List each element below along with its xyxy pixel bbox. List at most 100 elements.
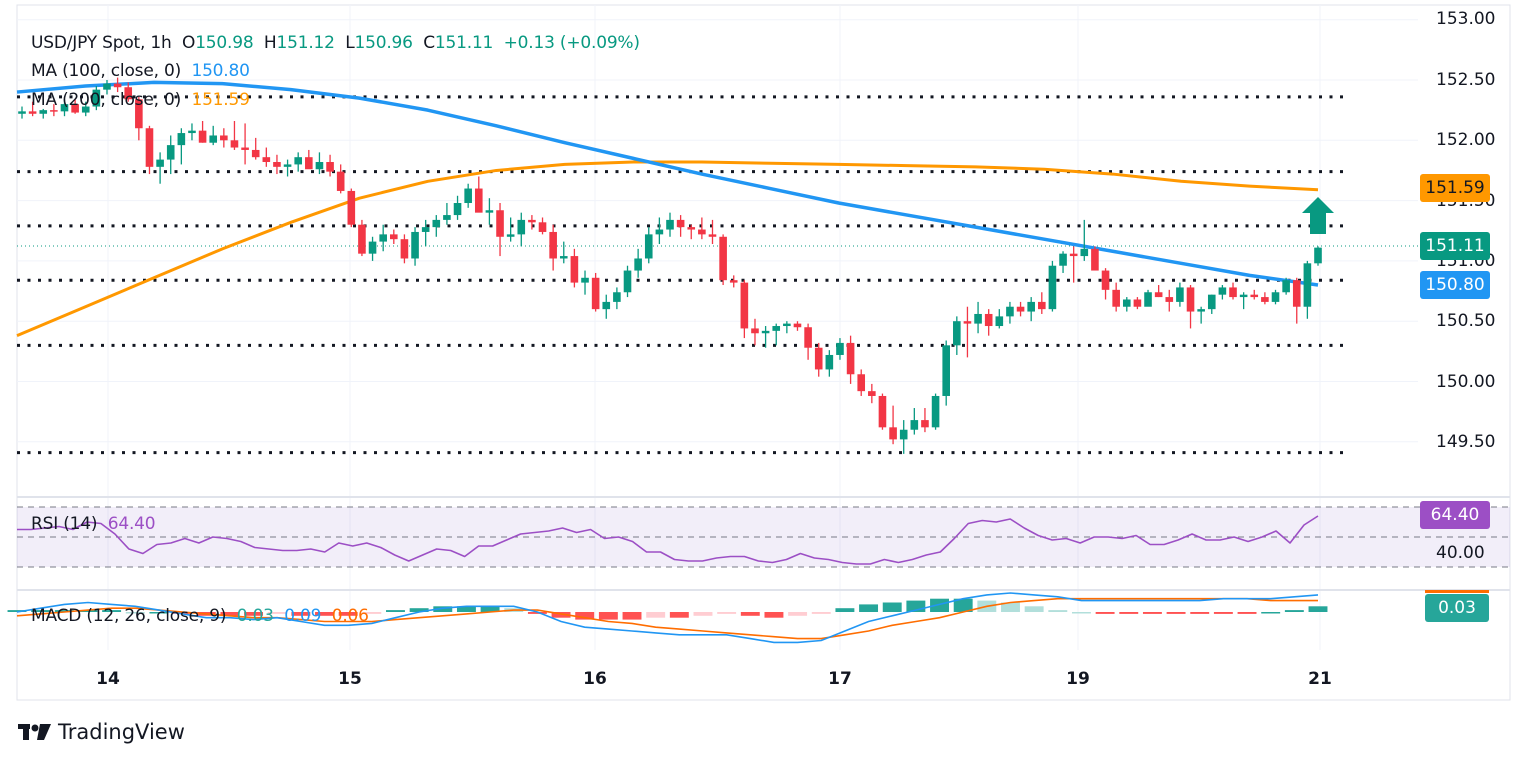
candle-body <box>432 219 441 228</box>
candle-body <box>740 282 749 329</box>
candle-body <box>368 241 377 254</box>
macd-histogram-bar <box>1237 612 1257 614</box>
ma100-line <box>16 80 1319 287</box>
rsi-value: 64.40 <box>107 514 156 534</box>
macd-histogram-bar <box>1213 612 1233 614</box>
candle-body <box>889 427 897 440</box>
candle-body <box>1059 253 1067 266</box>
price-legend: USD/JPY Spot, 1h O150.98 H151.12 L150.96… <box>31 33 640 53</box>
macd-histogram-bar <box>362 612 382 614</box>
macd-histogram-bar <box>693 612 713 616</box>
macd-histogram-bar <box>551 612 571 618</box>
candle-body <box>1292 280 1301 307</box>
candle-body <box>1154 292 1163 298</box>
candle-body <box>18 111 26 114</box>
candle-body <box>857 374 866 392</box>
macd-histogram-bar <box>267 612 287 614</box>
macd-histogram-bar <box>480 606 500 612</box>
macd-histogram-bar <box>315 612 334 616</box>
macd-histogram-bar <box>575 612 595 620</box>
candle-body <box>81 106 90 113</box>
candle-body <box>984 313 993 327</box>
candle-body <box>358 224 366 254</box>
candle-body <box>1261 297 1269 302</box>
tradingview-brand[interactable]: TradingView <box>18 720 185 744</box>
candle-body <box>305 157 313 170</box>
candle-body <box>899 429 908 440</box>
candle-body <box>188 130 196 134</box>
ma200-legend[interactable]: MA (200, close, 0) 151.59 <box>31 90 250 110</box>
candle-body <box>198 130 207 143</box>
rsi-legend[interactable]: RSI (14) 64.40 <box>31 514 156 534</box>
candle-body <box>974 313 982 324</box>
candle-body <box>1006 306 1014 317</box>
candle-body <box>230 140 239 148</box>
candle-body <box>294 157 302 165</box>
date-tick: 19 <box>1066 669 1090 689</box>
macd-histogram-bar <box>386 610 405 612</box>
candle-body <box>708 234 717 237</box>
rsi-label: RSI (14) <box>31 514 98 534</box>
candle-body <box>421 227 430 232</box>
price-tick: 153.00 <box>1436 9 1496 29</box>
macd-histogram-bar <box>646 612 666 618</box>
candle-body <box>751 328 759 334</box>
candle-body <box>251 149 260 158</box>
macd-histogram-bar <box>1142 612 1162 614</box>
macd-signal-series <box>16 597 1318 640</box>
macd-histogram-bar <box>456 606 476 612</box>
candle-body <box>411 231 419 259</box>
candle-body <box>1271 292 1280 302</box>
macd-histogram-bar <box>622 612 642 620</box>
ma200-label: MA (200, close, 0) <box>31 90 182 110</box>
candle-body <box>71 104 79 113</box>
candle-body <box>729 280 738 283</box>
macd-label: MACD (12, 26, close, 9) <box>31 606 227 626</box>
macd-histogram-bar <box>1048 610 1068 612</box>
macd-histogram-bar <box>31 610 51 612</box>
rsi-badge: 64.40 <box>1420 501 1490 529</box>
candle-body <box>92 89 101 107</box>
candle-body <box>814 347 823 370</box>
candle-body <box>177 133 186 146</box>
macd-histogram-bar <box>717 612 737 614</box>
macd-histogram-bar <box>669 612 689 618</box>
candle-body <box>953 321 961 346</box>
date-tick: 16 <box>583 669 607 689</box>
candle-body <box>698 229 706 235</box>
macd-line-value: 0.09 <box>284 606 322 626</box>
macd-histogram-bar <box>7 610 27 612</box>
candle-body <box>336 171 345 191</box>
symbol-label[interactable]: USD/JPY Spot, 1h <box>31 33 172 53</box>
ma200-price-badge: 151.59 <box>1420 174 1490 202</box>
candle-body <box>1091 248 1099 271</box>
candle-body <box>156 159 164 167</box>
candle-body <box>326 162 334 172</box>
candle-body <box>1314 247 1322 264</box>
candles <box>18 77 1322 454</box>
candle-body <box>241 147 249 150</box>
macd-badge: 0.03 <box>1425 594 1489 622</box>
price-tick: 150.50 <box>1436 311 1496 331</box>
ma200-series <box>16 160 1319 338</box>
macd-histogram-bar <box>740 612 760 616</box>
ma200-value: 151.59 <box>191 90 250 110</box>
candle-body <box>655 229 664 235</box>
ma100-legend[interactable]: MA (100, close, 0) 150.80 <box>31 61 250 81</box>
macd-histogram-bar <box>811 612 831 614</box>
candle-body <box>485 210 494 213</box>
candle-body <box>549 231 557 259</box>
candle-body <box>50 110 58 112</box>
candle-body <box>1218 287 1227 295</box>
candle-body <box>464 188 472 204</box>
candle-body <box>538 222 547 232</box>
macd-signal-value: 0.06 <box>331 606 369 626</box>
candle-body <box>453 203 462 216</box>
macd-histogram-bar <box>1261 612 1281 614</box>
ma100-price-badge: 150.80 <box>1420 271 1490 299</box>
candle-body <box>846 342 855 375</box>
macd-histogram-bar <box>291 612 311 616</box>
close-value: 151.11 <box>434 33 494 53</box>
macd-legend[interactable]: MACD (12, 26, close, 9) 0.03 0.09 0.06 <box>31 606 369 626</box>
